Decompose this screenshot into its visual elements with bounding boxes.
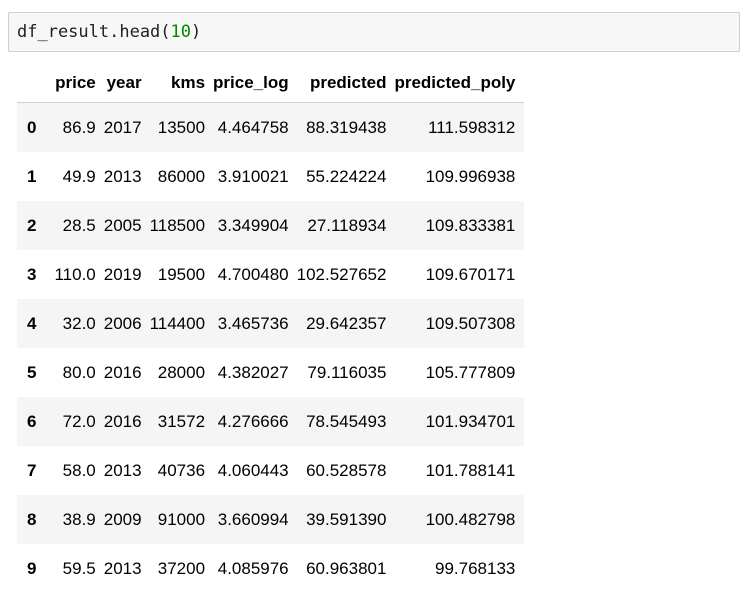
cell-kms: 114400 bbox=[149, 313, 206, 333]
cell-kms: 86000 bbox=[157, 166, 206, 186]
cell-predicted-poly: 101.788141 bbox=[425, 460, 516, 480]
cell-year: 2017 bbox=[103, 117, 142, 137]
cell-year: 2013 bbox=[103, 166, 142, 186]
cell-year: 2006 bbox=[103, 313, 142, 333]
cell-price-log: 4.700480 bbox=[217, 264, 289, 284]
cell-price-log: 3.910021 bbox=[217, 166, 289, 186]
cell-predicted: 102.527652 bbox=[296, 264, 387, 284]
cell-kms: 37200 bbox=[157, 558, 206, 578]
cell-price: 32.0 bbox=[62, 313, 96, 333]
cell-predicted: 39.591390 bbox=[306, 509, 387, 529]
cell-predicted-poly: 101.934701 bbox=[425, 411, 516, 431]
cell-year: 2019 bbox=[103, 264, 142, 284]
cell-price-log: 4.060443 bbox=[217, 460, 289, 480]
row-index: 7 bbox=[27, 460, 37, 480]
table-row: 1 49.9 2013 86000 3.910021 55.224224 109… bbox=[17, 152, 525, 201]
code-text-prefix: df_result.head( bbox=[17, 22, 171, 42]
row-index: 0 bbox=[27, 117, 37, 137]
cell-year: 2009 bbox=[103, 509, 142, 529]
cell-predicted: 29.642357 bbox=[306, 313, 387, 333]
cell-price: 58.0 bbox=[62, 460, 96, 480]
row-index: 2 bbox=[27, 215, 37, 235]
cell-kms: 13500 bbox=[157, 117, 206, 137]
cell-price-log: 4.085976 bbox=[217, 558, 289, 578]
index-header bbox=[17, 64, 47, 103]
cell-price: 110.0 bbox=[54, 264, 96, 284]
cell-predicted: 60.528578 bbox=[306, 460, 387, 480]
table-row: 0 86.9 2017 13500 4.464758 88.319438 111… bbox=[17, 102, 525, 152]
column-header-price: price bbox=[46, 64, 96, 103]
cell-predicted: 55.224224 bbox=[306, 166, 387, 186]
cell-predicted: 78.545493 bbox=[306, 411, 387, 431]
cell-predicted: 60.963801 bbox=[306, 558, 387, 578]
code-number-literal: 10 bbox=[170, 22, 192, 42]
code-text-suffix: ) bbox=[191, 22, 202, 42]
cell-predicted: 27.118934 bbox=[307, 215, 387, 235]
row-index: 9 bbox=[27, 558, 37, 578]
cell-predicted-poly: 105.777809 bbox=[425, 362, 516, 382]
cell-price: 59.5 bbox=[62, 558, 96, 578]
cell-predicted-poly: 109.507308 bbox=[425, 313, 516, 333]
cell-price-log: 3.349904 bbox=[217, 215, 289, 235]
cell-predicted-poly: 109.996938 bbox=[425, 166, 516, 186]
column-header-kms: kms bbox=[141, 64, 206, 103]
cell-predicted-poly: 100.482798 bbox=[425, 509, 516, 529]
code-cell-input[interactable]: df_result.head(10) bbox=[8, 12, 740, 52]
cell-price: 28.5 bbox=[62, 215, 96, 235]
cell-price-log: 4.276666 bbox=[217, 411, 289, 431]
row-index: 6 bbox=[27, 411, 37, 431]
cell-price-log: 3.465736 bbox=[217, 313, 289, 333]
cell-predicted-poly: 109.833381 bbox=[425, 215, 516, 235]
cell-year: 2005 bbox=[103, 215, 142, 235]
column-header-year: year bbox=[95, 64, 142, 103]
cell-kms: 91000 bbox=[157, 509, 206, 529]
cell-year: 2016 bbox=[103, 362, 142, 382]
cell-output: price year kms price_log predicted predi… bbox=[17, 64, 525, 593]
row-index: 3 bbox=[27, 264, 37, 284]
row-index: 1 bbox=[27, 166, 37, 186]
cell-kms: 31572 bbox=[157, 411, 206, 431]
table-row: 7 58.0 2013 40736 4.060443 60.528578 101… bbox=[17, 446, 525, 495]
table-row: 2 28.5 2005 118500 3.349904 27.118934 10… bbox=[17, 201, 525, 250]
table-row: 9 59.5 2013 37200 4.085976 60.963801 99.… bbox=[17, 544, 525, 593]
cell-price-log: 4.464758 bbox=[217, 117, 289, 137]
cell-predicted-poly: 111.598312 bbox=[428, 117, 516, 137]
cell-kms: 28000 bbox=[157, 362, 206, 382]
dataframe-table: price year kms price_log predicted predi… bbox=[17, 64, 525, 593]
row-index: 4 bbox=[27, 313, 37, 333]
column-header-predicted: predicted bbox=[288, 64, 387, 103]
row-index: 5 bbox=[27, 362, 37, 382]
cell-predicted: 88.319438 bbox=[306, 117, 387, 137]
cell-kms: 19500 bbox=[157, 264, 206, 284]
cell-price: 86.9 bbox=[62, 117, 96, 137]
table-row: 4 32.0 2006 114400 3.465736 29.642357 10… bbox=[17, 299, 525, 348]
cell-price: 80.0 bbox=[62, 362, 96, 382]
column-header-predicted-poly: predicted_poly bbox=[386, 64, 525, 103]
table-row: 6 72.0 2016 31572 4.276666 78.545493 101… bbox=[17, 397, 525, 446]
cell-kms: 40736 bbox=[157, 460, 206, 480]
cell-price: 49.9 bbox=[62, 166, 96, 186]
header-row: price year kms price_log predicted predi… bbox=[17, 64, 525, 103]
cell-kms: 118500 bbox=[149, 215, 206, 235]
table-row: 5 80.0 2016 28000 4.382027 79.116035 105… bbox=[17, 348, 525, 397]
cell-price: 72.0 bbox=[62, 411, 96, 431]
cell-price: 38.9 bbox=[62, 509, 96, 529]
table-row: 3 110.0 2019 19500 4.700480 102.527652 1… bbox=[17, 250, 525, 299]
cell-year: 2016 bbox=[103, 411, 142, 431]
cell-price-log: 3.660994 bbox=[217, 509, 289, 529]
row-index: 8 bbox=[27, 509, 37, 529]
cell-predicted-poly: 109.670171 bbox=[425, 264, 516, 284]
cell-predicted: 79.116035 bbox=[307, 362, 387, 382]
column-header-price-log: price_log bbox=[205, 64, 289, 103]
cell-year: 2013 bbox=[103, 460, 142, 480]
cell-year: 2013 bbox=[103, 558, 142, 578]
table-row: 8 38.9 2009 91000 3.660994 39.591390 100… bbox=[17, 495, 525, 544]
cell-predicted-poly: 99.768133 bbox=[435, 558, 516, 578]
cell-price-log: 4.382027 bbox=[217, 362, 289, 382]
